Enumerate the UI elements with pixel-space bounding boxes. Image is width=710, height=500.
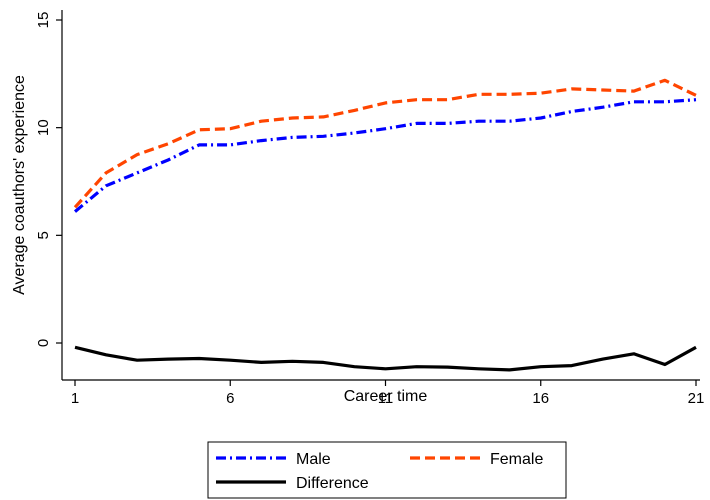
legend-box — [207, 441, 567, 499]
y-axis: 0 5 10 15 — [35, 12, 62, 347]
y-tick-label: 5 — [35, 231, 52, 239]
x-tick-label: 11 — [378, 390, 394, 407]
x-axis: 1 6 11 16 21 — [71, 380, 705, 407]
legend: Male Female Difference — [207, 441, 567, 499]
legend-label-female: Female — [490, 451, 543, 468]
y-tick-label: 10 — [35, 119, 52, 136]
legend-label-male: Male — [296, 451, 331, 468]
x-tick-label: 6 — [226, 390, 234, 407]
y-tick-label: 0 — [35, 339, 52, 347]
x-tick-label: 21 — [688, 390, 705, 407]
x-axis-title: Career time — [344, 388, 428, 405]
series-line-female — [73, 78, 697, 209]
plot-frame — [61, 10, 700, 381]
series-lines — [73, 78, 697, 372]
x-tick-label: 16 — [532, 390, 549, 407]
y-axis-title: Average coauthors' experience — [11, 75, 28, 295]
legend-label-difference: Difference — [296, 475, 369, 492]
x-tick-label: 1 — [71, 390, 79, 407]
series-line-male — [73, 98, 697, 213]
y-tick-label: 15 — [35, 12, 52, 29]
series-line-difference — [74, 345, 697, 372]
